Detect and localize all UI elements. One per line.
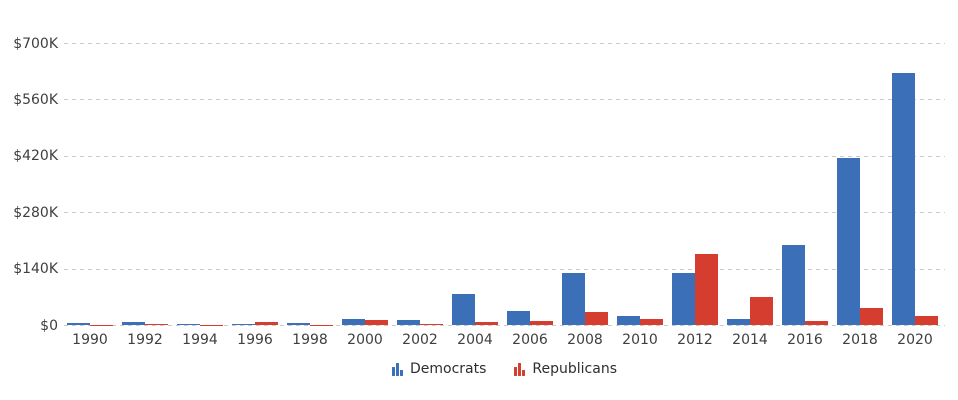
bar-democrats-2004[interactable] (452, 294, 475, 326)
bar-democrats-2014[interactable] (727, 319, 750, 326)
x-axis-label-2010: 2010 (622, 332, 658, 348)
x-axis-label-2008: 2008 (567, 332, 603, 348)
bar-democrats-1992[interactable] (122, 322, 145, 326)
x-axis-label-2020: 2020 (897, 332, 933, 348)
bar-republicans-2020[interactable] (915, 315, 938, 326)
y-axis-tick-label: $0 (40, 317, 58, 334)
x-axis-label-2014: 2014 (732, 332, 768, 348)
x-axis-label-1990: 1990 (72, 332, 108, 348)
legend-label: Republicans (532, 361, 617, 377)
bar-republicans-2000[interactable] (365, 319, 388, 326)
bar-republicans-2018[interactable] (860, 308, 883, 326)
bar-chart-icon (514, 362, 526, 376)
bar-republicans-1992[interactable] (145, 323, 168, 326)
x-axis-label-2006: 2006 (512, 332, 548, 348)
bar-democrats-1994[interactable] (177, 324, 200, 326)
x-axis-label-1994: 1994 (182, 332, 218, 348)
y-axis-tick-label: $560K (13, 91, 58, 108)
legend-item-republicans[interactable]: Republicans (514, 361, 617, 377)
bar-democrats-1990[interactable] (67, 323, 90, 326)
y-axis-tick-label: $140K (13, 261, 58, 278)
bar-republicans-2006[interactable] (530, 320, 553, 326)
gridline (64, 325, 945, 326)
x-axis-label-1998: 1998 (292, 332, 328, 348)
chart-legend: Democrats Republicans (64, 356, 945, 382)
bar-republicans-2008[interactable] (585, 312, 608, 326)
x-axis-label-1992: 1992 (127, 332, 163, 348)
bar-democrats-1996[interactable] (232, 323, 255, 326)
bar-republicans-1996[interactable] (255, 322, 278, 326)
bar-democrats-2008[interactable] (562, 272, 585, 326)
x-axis-label-2004: 2004 (457, 332, 493, 348)
x-axis-label-2002: 2002 (402, 332, 438, 348)
x-axis-label-2012: 2012 (677, 332, 713, 348)
gridline (64, 43, 945, 44)
bar-republicans-2016[interactable] (805, 321, 828, 326)
bar-democrats-2012[interactable] (672, 273, 695, 326)
gridline (64, 155, 945, 157)
bar-republicans-2014[interactable] (750, 297, 773, 326)
bar-democrats-2016[interactable] (782, 244, 805, 326)
gridline (64, 212, 945, 214)
gridline (64, 99, 945, 101)
x-axis-label-2000: 2000 (347, 332, 383, 348)
bar-chart-icon (391, 362, 403, 376)
legend-item-democrats[interactable]: Democrats (391, 361, 487, 377)
y-axis-tick-label: $700K (13, 35, 58, 52)
bar-democrats-2006[interactable] (507, 311, 530, 326)
x-axis-label-2016: 2016 (787, 332, 823, 348)
bar-republicans-2002[interactable] (420, 324, 443, 326)
bar-democrats-2020[interactable] (892, 72, 915, 326)
x-axis-label-2018: 2018 (842, 332, 878, 348)
bar-democrats-2000[interactable] (342, 319, 365, 326)
bar-democrats-1998[interactable] (287, 323, 310, 326)
legend-label: Democrats (409, 361, 487, 377)
bar-democrats-2018[interactable] (837, 158, 860, 326)
bar-democrats-2002[interactable] (397, 320, 420, 326)
bar-republicans-2010[interactable] (640, 319, 663, 326)
bar-republicans-2004[interactable] (475, 321, 498, 326)
x-axis-label-1996: 1996 (237, 332, 273, 348)
gridline (64, 268, 945, 270)
bar-republicans-2012[interactable] (695, 253, 718, 326)
y-axis-tick-label: $280K (13, 204, 58, 221)
bar-democrats-2010[interactable] (617, 315, 640, 326)
y-axis-tick-label: $420K (13, 148, 58, 165)
